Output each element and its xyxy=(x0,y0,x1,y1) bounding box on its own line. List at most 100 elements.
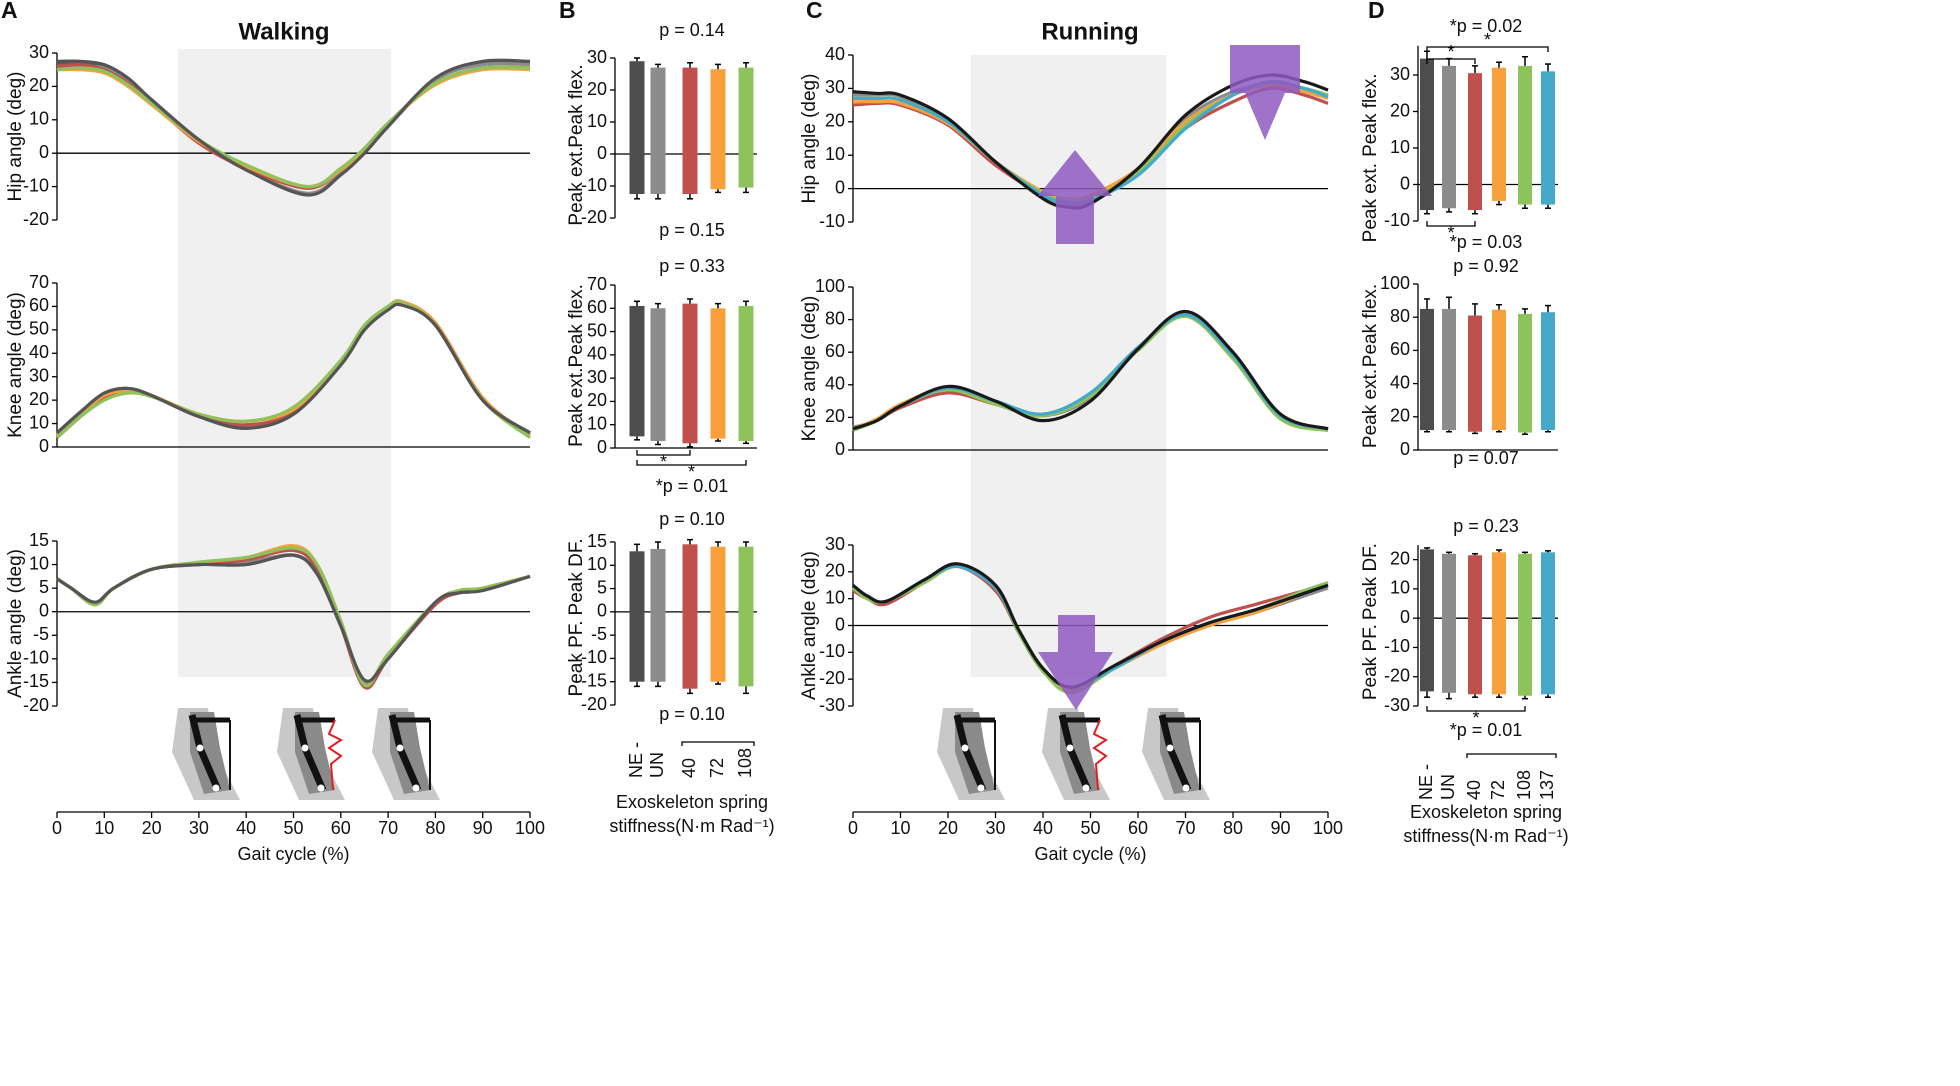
x-axis-label: stiffness(N·m Rad⁻¹) xyxy=(1403,826,1568,846)
significance-star: * xyxy=(688,462,695,482)
error-bar xyxy=(1424,210,1430,215)
panel-letter: D xyxy=(1368,0,1385,23)
y-axis-label: Peak PF. xyxy=(1360,624,1381,700)
series-line xyxy=(852,309,1329,431)
bar xyxy=(629,305,645,437)
error-bar xyxy=(687,298,693,304)
error-bar xyxy=(687,688,693,695)
error-bar xyxy=(715,541,721,547)
y-tick-label: 30 xyxy=(825,77,845,97)
knee-joint xyxy=(1066,744,1074,752)
error-bar xyxy=(1522,551,1528,554)
bar xyxy=(1518,553,1532,696)
y-tick-label: 30 xyxy=(825,534,845,554)
y-axis-label: Peak DF. xyxy=(566,538,587,615)
significance-star: * xyxy=(660,452,667,472)
series-line xyxy=(55,302,531,435)
y-tick-label: 0 xyxy=(39,436,49,456)
error-bar xyxy=(1522,56,1528,66)
y-axis-label: Ankle angle (deg) xyxy=(799,551,820,700)
error-bar xyxy=(1545,304,1551,313)
y-tick-label: 0 xyxy=(1400,607,1410,627)
leg xyxy=(1060,712,1100,794)
error-bar xyxy=(1496,549,1502,553)
error-bar xyxy=(634,194,640,200)
ankle-joint xyxy=(412,784,420,792)
y-tick-label: 30 xyxy=(29,42,49,62)
y-tick-label: -10 xyxy=(581,175,607,195)
error-bar xyxy=(1472,65,1478,74)
y-tick-label: 60 xyxy=(1390,339,1410,359)
exoskeleton-illustration xyxy=(1142,708,1210,800)
y-tick-label: 60 xyxy=(825,341,845,361)
y-tick-label: 0 xyxy=(835,614,845,634)
y-tick-label: -30 xyxy=(1384,695,1410,715)
y-axis-label: Peak ext. xyxy=(566,146,587,225)
error-bar xyxy=(1446,208,1452,213)
y-tick-label: 0 xyxy=(835,439,845,459)
y-tick-label: 40 xyxy=(825,44,845,64)
x-axis-label: stiffness(N·m Rad⁻¹) xyxy=(609,816,774,836)
y-axis-label: Knee angle (deg) xyxy=(799,296,820,442)
significance-bracket xyxy=(1426,58,1476,64)
x-tick-label: 0 xyxy=(52,818,62,838)
x-tick-label: 20 xyxy=(938,818,958,838)
error-bar xyxy=(687,538,693,545)
y-axis-label: Peak flex. xyxy=(1360,284,1381,367)
y-axis-label: Hip angle (deg) xyxy=(5,72,26,202)
error-bar xyxy=(1424,50,1430,59)
y-tick-label: 20 xyxy=(587,79,607,99)
y-tick-label: 0 xyxy=(39,600,49,620)
leg xyxy=(190,712,230,794)
bar xyxy=(1468,73,1482,211)
bar xyxy=(1541,71,1555,205)
x-axis-label: Gait cycle (%) xyxy=(237,844,349,864)
significance-bracket xyxy=(1426,46,1549,52)
bar xyxy=(1541,552,1555,695)
bar xyxy=(1518,65,1532,205)
error-bar xyxy=(655,194,661,200)
bar xyxy=(682,303,698,444)
error-bar xyxy=(687,62,693,68)
y-tick-label: -20 xyxy=(23,695,49,715)
y-tick-label: 30 xyxy=(1390,64,1410,84)
y-tick-label: -15 xyxy=(581,670,607,690)
error-bar xyxy=(1496,694,1502,698)
bar xyxy=(682,544,698,689)
y-tick-label: 10 xyxy=(587,413,607,433)
y-tick-label: 30 xyxy=(587,367,607,387)
error-bar xyxy=(655,681,661,688)
bar xyxy=(1442,308,1456,431)
y-tick-label: 15 xyxy=(587,531,607,551)
y-tick-label: 40 xyxy=(587,344,607,364)
p-value-note: *p = 0.01 xyxy=(656,476,729,496)
error-bar xyxy=(1424,547,1430,550)
y-tick-label: 20 xyxy=(29,389,49,409)
y-tick-label: -10 xyxy=(819,211,845,231)
x-tick-label: 0 xyxy=(848,818,858,838)
series-line xyxy=(851,562,1329,689)
shaded-phase xyxy=(970,55,1167,677)
p-value-note: p = 0.23 xyxy=(1453,516,1519,536)
y-tick-label: -10 xyxy=(819,641,845,661)
x-tick-label: 108 xyxy=(1514,770,1534,800)
x-tick-label: 20 xyxy=(142,818,162,838)
bar xyxy=(1442,553,1456,693)
y-tick-label: 10 xyxy=(1390,137,1410,157)
x-tick-label: 72 xyxy=(707,758,727,778)
x-tick-label: 137 xyxy=(1537,770,1557,800)
error-bar xyxy=(634,681,640,688)
x-axis-label: Gait cycle (%) xyxy=(1034,844,1146,864)
y-tick-label: 0 xyxy=(835,177,845,197)
y-tick-label: 5 xyxy=(39,577,49,597)
bar xyxy=(1420,58,1434,211)
y-tick-label: -20 xyxy=(581,207,607,227)
y-tick-label: 0 xyxy=(597,601,607,621)
y-tick-label: 70 xyxy=(29,272,49,292)
error-bar xyxy=(743,541,749,547)
panel-letter: A xyxy=(1,0,18,23)
y-tick-label: 60 xyxy=(29,295,49,315)
p-value-note: *p = 0.01 xyxy=(1450,720,1523,740)
x-tick-label: 40 xyxy=(236,818,256,838)
